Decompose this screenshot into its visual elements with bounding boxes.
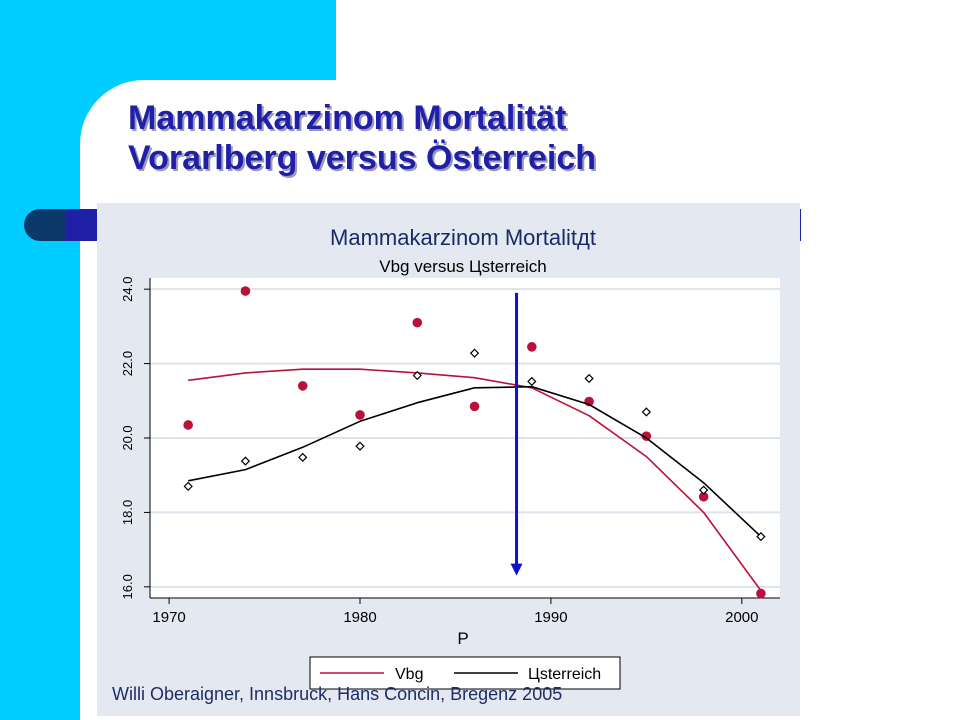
legend-label-oesterreich: Цsterreich [528, 666, 601, 683]
slide-title-line-2: Vorarlberg versus Österreich [128, 139, 597, 177]
data-point-oesterreich [240, 456, 251, 466]
data-point-oesterreich [527, 376, 537, 387]
footer-credit: Willi Oberaigner, Innsbruck, Hans Concin… [112, 684, 563, 704]
slide-title-line-1: Mammakarzinom Mortalität [128, 99, 567, 137]
x-axis-label: P [457, 629, 468, 648]
x-tick-label: 2000 [725, 609, 758, 626]
data-point-oesterreich [469, 348, 480, 358]
y-tick-label: 16.0 [120, 574, 135, 599]
x-axis-ticks: 1970 1980 1990 2000 [152, 598, 759, 626]
legend: Vbg Цsterreich [309, 656, 621, 690]
data-point-vbg [240, 286, 251, 296]
grid-lines [150, 288, 780, 588]
data-point-vbg [698, 491, 709, 502]
data-point-oesterreich [698, 485, 709, 495]
y-tick-label: 24.0 [120, 277, 135, 302]
data-point-oesterreich [641, 407, 652, 417]
y-axis-ticks: 16.0 18.0 20.0 22.0 24.0 [120, 277, 150, 599]
data-point-oesterreich [183, 481, 193, 492]
chart-subtitle: Vbg versus Цsterreich [379, 257, 547, 276]
data-point-vbg [756, 588, 766, 599]
chart-panel: Mammakarzinom Mortalitдt Vbg versus Цste… [97, 203, 800, 716]
x-tick-label: 1990 [534, 609, 567, 626]
series-layer [183, 286, 766, 599]
annotation-layer [510, 292, 523, 576]
data-point-oesterreich [584, 373, 594, 384]
y-tick-label: 20.0 [120, 425, 135, 450]
data-point-oesterreich [355, 441, 365, 451]
data-point-oesterreich [756, 531, 766, 542]
y-tick-label: 22.0 [120, 351, 135, 376]
data-point-vbg [183, 420, 193, 430]
chart-title: Mammakarzinom Mortalitдt [330, 225, 596, 250]
data-point-vbg [469, 401, 480, 412]
legend-label-vbg: Vbg [395, 666, 423, 683]
decorative-blue-bar [66, 209, 100, 241]
slide-title: Mammakarzinom Mortalität Vorarlberg vers… [128, 98, 596, 178]
data-point-vbg [412, 317, 423, 328]
annotation-arrow-head [510, 563, 523, 576]
data-point-vbg [641, 431, 652, 441]
y-tick-label: 18.0 [120, 500, 135, 525]
x-tick-label: 1980 [343, 609, 376, 626]
data-point-oesterreich [412, 370, 422, 381]
mortality-chart: Mammakarzinom Mortalitдt Vbg versus Цste… [120, 225, 780, 690]
smooth-line-oesterreich [188, 385, 762, 538]
data-point-vbg [355, 410, 365, 420]
data-point-oesterreich [298, 452, 308, 462]
x-tick-label: 1970 [152, 609, 185, 626]
data-point-vbg [527, 342, 537, 352]
data-point-vbg [297, 381, 308, 391]
smooth-line-vbg [188, 368, 762, 592]
